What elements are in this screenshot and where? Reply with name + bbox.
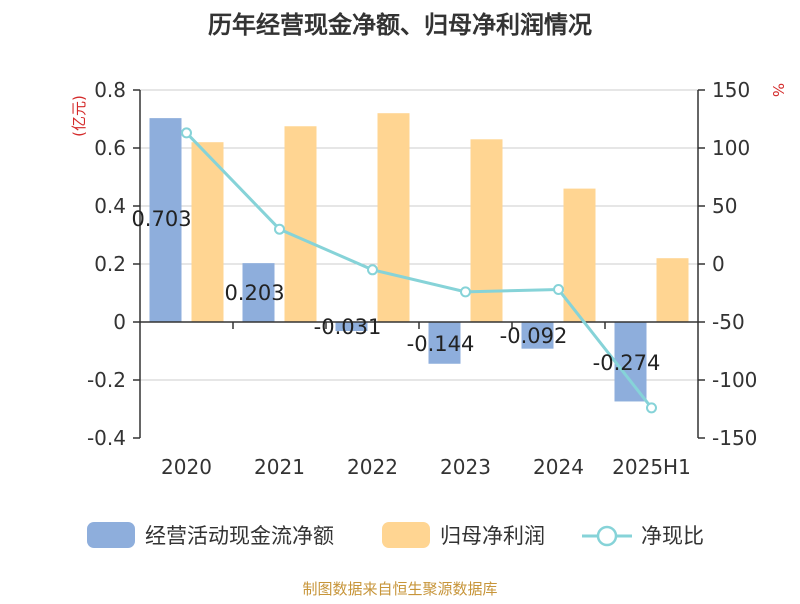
data-label-cash-flow: -0.274 — [593, 351, 661, 375]
ratio-point — [553, 284, 564, 296]
right-tick-label: -100 — [712, 368, 757, 392]
legend-label-ratio: 净现比 — [641, 524, 704, 548]
bar-net-profit — [470, 139, 503, 322]
bar-cash-flow — [149, 118, 182, 322]
x-axis-ticks: 2020 2021 2022 2023 2024 2025H1 — [161, 322, 691, 479]
right-axis-ticks: 150 100 50 0 -50 -100 -150 — [698, 78, 757, 450]
ratio-line — [181, 127, 657, 414]
ratio-polyline — [185, 131, 653, 409]
left-axis-ticks: 0.8 0.6 0.4 0.2 0 -0.2 -0.4 — [87, 78, 140, 450]
x-tick-label: 2025H1 — [612, 455, 691, 479]
left-tick-label: 0 — [113, 310, 126, 334]
legend-label-cash-flow: 经营活动现金流净额 — [145, 524, 334, 548]
data-label-cash-flow: -0.092 — [500, 324, 568, 348]
ratio-point — [181, 127, 192, 139]
data-label-cash-flow: -0.144 — [407, 332, 475, 356]
bar-cash-flow — [335, 322, 368, 331]
data-label-cash-flow: 0.703 — [131, 207, 191, 231]
right-tick-label: 100 — [712, 136, 750, 160]
right-tick-label: -150 — [712, 426, 757, 450]
ratio-point — [460, 286, 471, 298]
left-tick-label: -0.4 — [87, 426, 126, 450]
ratio-point — [274, 223, 285, 235]
right-tick-label: 0 — [712, 252, 725, 276]
left-tick-label: 0.8 — [94, 78, 126, 102]
data-label-cash-flow: -0.031 — [314, 315, 382, 339]
data-label-cash-flow: 0.203 — [224, 281, 284, 305]
source-note: 制图数据来自恒生聚源数据库 — [302, 580, 497, 598]
x-tick-label: 2022 — [347, 455, 398, 479]
bar-cash-flow — [521, 322, 554, 349]
data-labels: 0.703 0.203 -0.031 -0.144 -0.092 -0.274 — [131, 207, 660, 375]
right-tick-label: 150 — [712, 78, 750, 102]
chart-title: 历年经营现金净额、归母净利润情况 — [208, 11, 592, 39]
bar-net-profit — [563, 188, 596, 322]
bar-net-profit — [377, 113, 410, 322]
x-tick-label: 2024 — [533, 455, 584, 479]
bar-net-profit — [656, 258, 689, 322]
x-tick-label: 2020 — [161, 455, 212, 479]
left-tick-label: 0.6 — [94, 136, 126, 160]
legend-swatch-net-profit — [382, 522, 430, 548]
legend-label-net-profit: 归母净利润 — [440, 524, 545, 548]
ratio-point — [646, 402, 657, 414]
bar-cash-flow — [614, 322, 647, 402]
left-axis-unit-label: (亿元) — [70, 95, 88, 137]
left-tick-label: -0.2 — [87, 368, 126, 392]
bar-net-profit — [284, 126, 317, 322]
left-tick-label: 0.4 — [94, 194, 126, 218]
left-tick-label: 0.2 — [94, 252, 126, 276]
bar-net-profit — [191, 142, 224, 322]
ratio-point — [367, 264, 378, 276]
legend-swatch-ratio-marker — [596, 525, 618, 547]
legend: 经营活动现金流净额 归母净利润 净现比 — [87, 522, 704, 548]
legend-swatch-cash-flow — [87, 522, 135, 548]
x-tick-label: 2021 — [254, 455, 305, 479]
bar-cash-flow — [428, 322, 461, 364]
right-axis-unit-label: % — [769, 83, 787, 97]
right-tick-label: 50 — [712, 194, 737, 218]
bar-marks — [149, 113, 689, 402]
x-tick-label: 2023 — [440, 455, 491, 479]
right-tick-label: -50 — [712, 310, 745, 334]
bar-cash-flow — [242, 263, 275, 322]
